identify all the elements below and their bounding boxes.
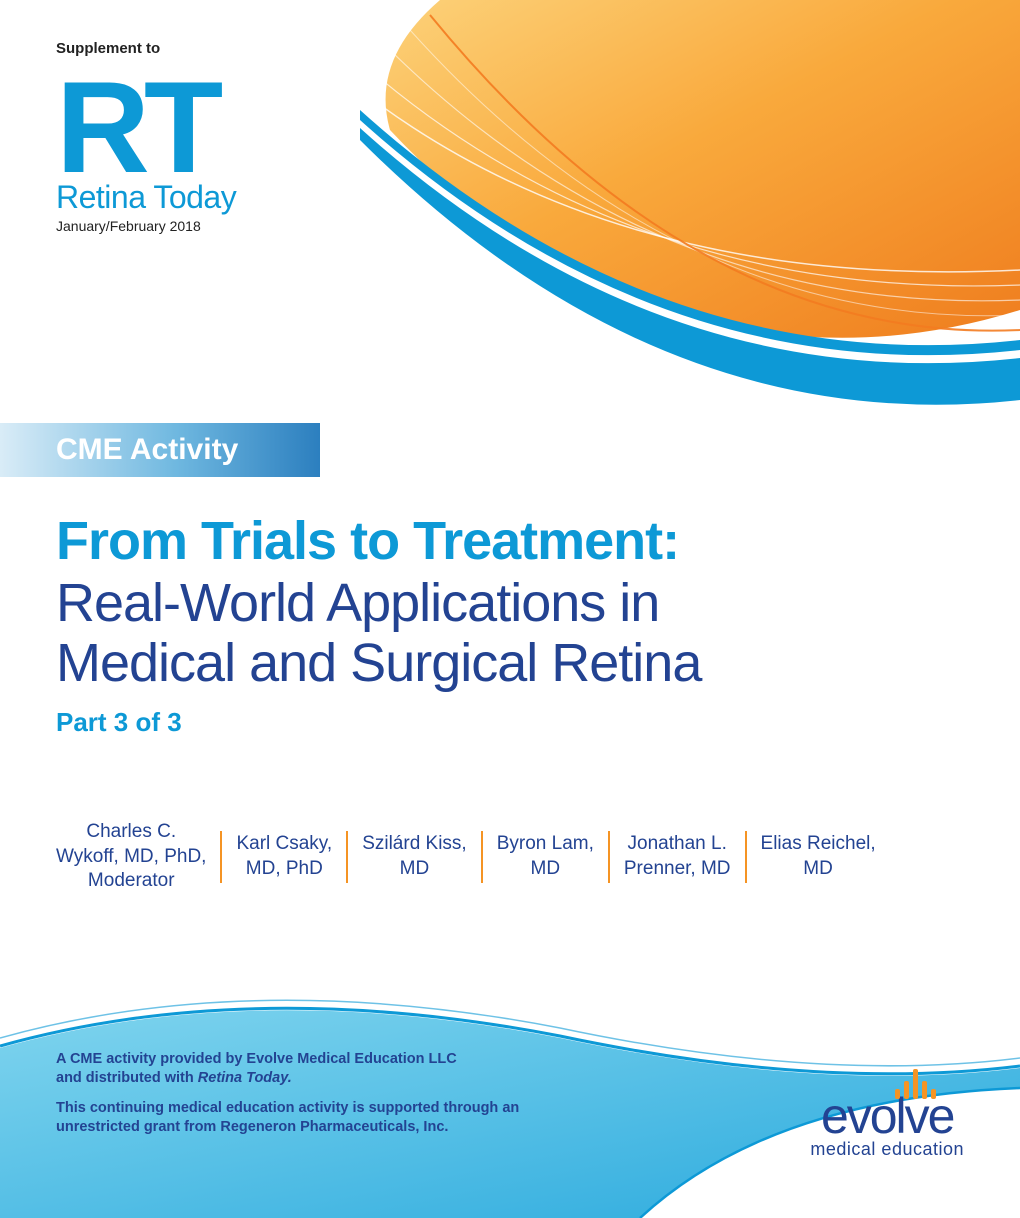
- title-line2b: Medical and Surgical Retina: [56, 634, 980, 692]
- author-line: Elias Reichel,: [761, 832, 876, 857]
- author-line: Byron Lam,: [497, 832, 594, 857]
- author-line: Charles C.: [56, 820, 206, 845]
- footer-line-italic: Retina Today.: [198, 1070, 292, 1086]
- author: Charles C. Wykoff, MD, PhD, Moderator: [56, 820, 220, 894]
- rt-logo-letters: RT: [56, 72, 236, 183]
- author-line: MD, PhD: [236, 857, 332, 882]
- author-line: MD: [497, 857, 594, 882]
- footer-text: A CME activity provided by Evolve Medica…: [56, 1050, 519, 1148]
- top-swoosh-graphic: [360, 0, 1020, 460]
- author: Jonathan L. Prenner, MD: [610, 832, 745, 881]
- cme-activity-band: CME Activity: [0, 423, 320, 477]
- footer-line: and distributed with: [56, 1070, 198, 1086]
- rt-logo: RT Retina Today January/February 2018: [56, 72, 236, 234]
- evolve-rays-icon: [838, 1069, 992, 1099]
- evolve-sub: medical education: [810, 1139, 964, 1160]
- author: Byron Lam, MD: [483, 832, 608, 881]
- author: Karl Csaky, MD, PhD: [222, 832, 346, 881]
- evolve-logo: evolve medical education: [810, 1069, 964, 1160]
- author-line: Szilárd Kiss,: [362, 832, 467, 857]
- title-part: Part 3 of 3: [56, 707, 980, 738]
- cme-activity-label: CME Activity: [56, 433, 238, 467]
- footer-line: This continuing medical education activi…: [56, 1100, 519, 1116]
- author-line: Jonathan L.: [624, 832, 731, 857]
- author-line: MD: [761, 857, 876, 882]
- footer-line: unrestricted grant from Regeneron Pharma…: [56, 1119, 448, 1135]
- cover-page: Supplement to RT Retina Today January/Fe…: [0, 0, 1020, 1218]
- rt-logo-subtitle: Retina Today: [56, 179, 236, 216]
- title-block: From Trials to Treatment: Real-World App…: [56, 510, 980, 738]
- title-line2a: Real-World Applications in: [56, 574, 980, 632]
- author-line: MD: [362, 857, 467, 882]
- author-line: Moderator: [56, 869, 206, 894]
- author: Elias Reichel, MD: [747, 832, 890, 881]
- author-line: Prenner, MD: [624, 857, 731, 882]
- rt-logo-date: January/February 2018: [56, 218, 236, 234]
- author-line: Karl Csaky,: [236, 832, 332, 857]
- authors-row: Charles C. Wykoff, MD, PhD, Moderator Ka…: [56, 820, 980, 894]
- footer-line: A CME activity provided by Evolve Medica…: [56, 1051, 457, 1067]
- author: Szilárd Kiss, MD: [348, 832, 481, 881]
- title-line1: From Trials to Treatment:: [56, 510, 980, 572]
- author-line: Wykoff, MD, PhD,: [56, 845, 206, 870]
